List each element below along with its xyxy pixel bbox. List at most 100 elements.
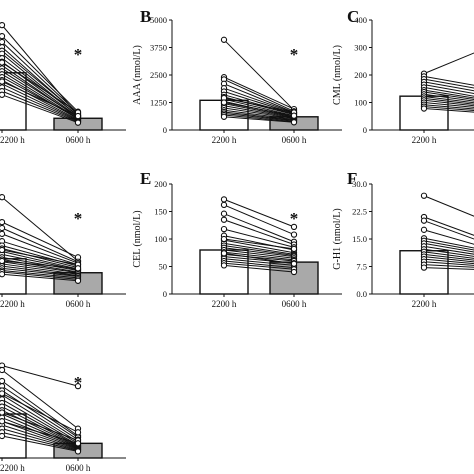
subject-line bbox=[223, 103, 295, 118]
subject-line bbox=[223, 245, 295, 256]
subject-line bbox=[223, 109, 295, 120]
y-tick-label: 1250 bbox=[150, 98, 167, 108]
x-category-label: 0600 h bbox=[66, 463, 91, 473]
subject-line bbox=[1, 62, 79, 113]
subject-line bbox=[423, 86, 474, 97]
x-category-label: 2200 h bbox=[212, 135, 237, 145]
subject-line bbox=[1, 431, 79, 452]
subject-line bbox=[1, 380, 79, 437]
subject-line bbox=[423, 106, 474, 112]
subject-line bbox=[423, 267, 474, 270]
subject-line bbox=[1, 369, 79, 430]
subject-line bbox=[423, 102, 474, 108]
data-point bbox=[420, 226, 428, 233]
subject-line bbox=[223, 102, 295, 117]
data-point bbox=[220, 250, 228, 257]
subject-line bbox=[423, 264, 474, 268]
x-category-label: 0600 h bbox=[282, 299, 307, 309]
subject-line bbox=[223, 96, 295, 116]
subject-line bbox=[223, 228, 295, 248]
panel-letter: F bbox=[347, 169, 357, 188]
data-point bbox=[220, 225, 228, 233]
data-point bbox=[0, 409, 6, 416]
subject-line bbox=[1, 393, 79, 433]
data-point bbox=[0, 418, 6, 425]
x-category-label: 0600 h bbox=[66, 299, 91, 309]
panel-letter: C bbox=[347, 7, 359, 26]
significance-marker: * bbox=[74, 45, 83, 64]
data-point bbox=[74, 382, 82, 390]
subject-line bbox=[223, 264, 295, 273]
subject-line bbox=[423, 216, 474, 236]
subject-line bbox=[223, 247, 295, 258]
subject-line bbox=[1, 256, 79, 272]
data-point bbox=[290, 260, 298, 267]
y-tick-label: 150 bbox=[154, 207, 167, 217]
subject-line bbox=[1, 248, 79, 269]
subject-line bbox=[1, 250, 79, 270]
subject-line bbox=[1, 259, 79, 273]
subject-line bbox=[223, 242, 295, 255]
subject-line bbox=[423, 237, 474, 249]
subject-line bbox=[1, 409, 79, 447]
x-category-label: 2200 h bbox=[0, 299, 25, 309]
data-point bbox=[74, 112, 82, 120]
y-tick-label: 2500 bbox=[150, 70, 167, 80]
subject-line bbox=[1, 273, 79, 282]
data-point bbox=[74, 448, 82, 455]
data-point bbox=[0, 218, 6, 226]
data-point bbox=[220, 216, 228, 223]
subject-line bbox=[223, 219, 295, 245]
subject-line bbox=[223, 204, 295, 236]
y-tick-label: 0.0 bbox=[356, 289, 367, 299]
subject-line bbox=[423, 84, 474, 94]
subject-line bbox=[223, 114, 295, 123]
data-point bbox=[290, 231, 298, 238]
subject-line bbox=[1, 424, 79, 450]
subject-line bbox=[423, 78, 474, 89]
x-category-label: 2200 h bbox=[212, 299, 237, 309]
subject-line bbox=[1, 402, 79, 446]
significance-marker: * bbox=[290, 45, 299, 64]
panel-a: 2200 h 0600 h * bbox=[0, 21, 126, 145]
subject-line bbox=[423, 93, 474, 102]
y-axis-title: CML (nmol/L) bbox=[332, 45, 343, 105]
subject-line bbox=[223, 111, 295, 121]
data-point bbox=[420, 192, 428, 199]
y-tick-label: 0 bbox=[363, 125, 367, 135]
subject-line bbox=[1, 227, 79, 263]
data-point bbox=[0, 224, 6, 232]
subject-line bbox=[1, 413, 79, 448]
x-category-label: 2200 h bbox=[412, 135, 437, 145]
data-point bbox=[290, 112, 298, 119]
subject-line bbox=[1, 41, 79, 114]
data-point bbox=[220, 99, 228, 106]
subject-line bbox=[223, 258, 295, 266]
data-point bbox=[0, 432, 6, 440]
subject-line bbox=[223, 94, 295, 115]
data-point bbox=[0, 38, 6, 46]
subject-line bbox=[1, 81, 79, 117]
subject-lines bbox=[220, 196, 298, 276]
data-point bbox=[0, 377, 6, 385]
data-point bbox=[0, 194, 6, 201]
subject-line bbox=[423, 81, 474, 92]
x-category-label: 0600 h bbox=[66, 135, 91, 145]
data-point bbox=[74, 277, 82, 284]
subject-line bbox=[223, 262, 295, 270]
subject-line bbox=[423, 75, 474, 86]
subject-line bbox=[1, 35, 79, 113]
data-point bbox=[420, 217, 428, 224]
subject-line bbox=[1, 90, 79, 123]
panel-d: 2200 h 0600 h * bbox=[0, 194, 126, 309]
data-point bbox=[74, 265, 82, 272]
subject-line bbox=[223, 260, 295, 269]
data-point bbox=[0, 230, 6, 238]
subject-line bbox=[1, 261, 79, 274]
subject-line bbox=[223, 78, 295, 112]
subject-line bbox=[223, 107, 295, 120]
subject-line bbox=[223, 83, 295, 113]
subject-line bbox=[423, 242, 474, 253]
subject-line bbox=[423, 89, 474, 99]
subject-line bbox=[1, 435, 79, 452]
